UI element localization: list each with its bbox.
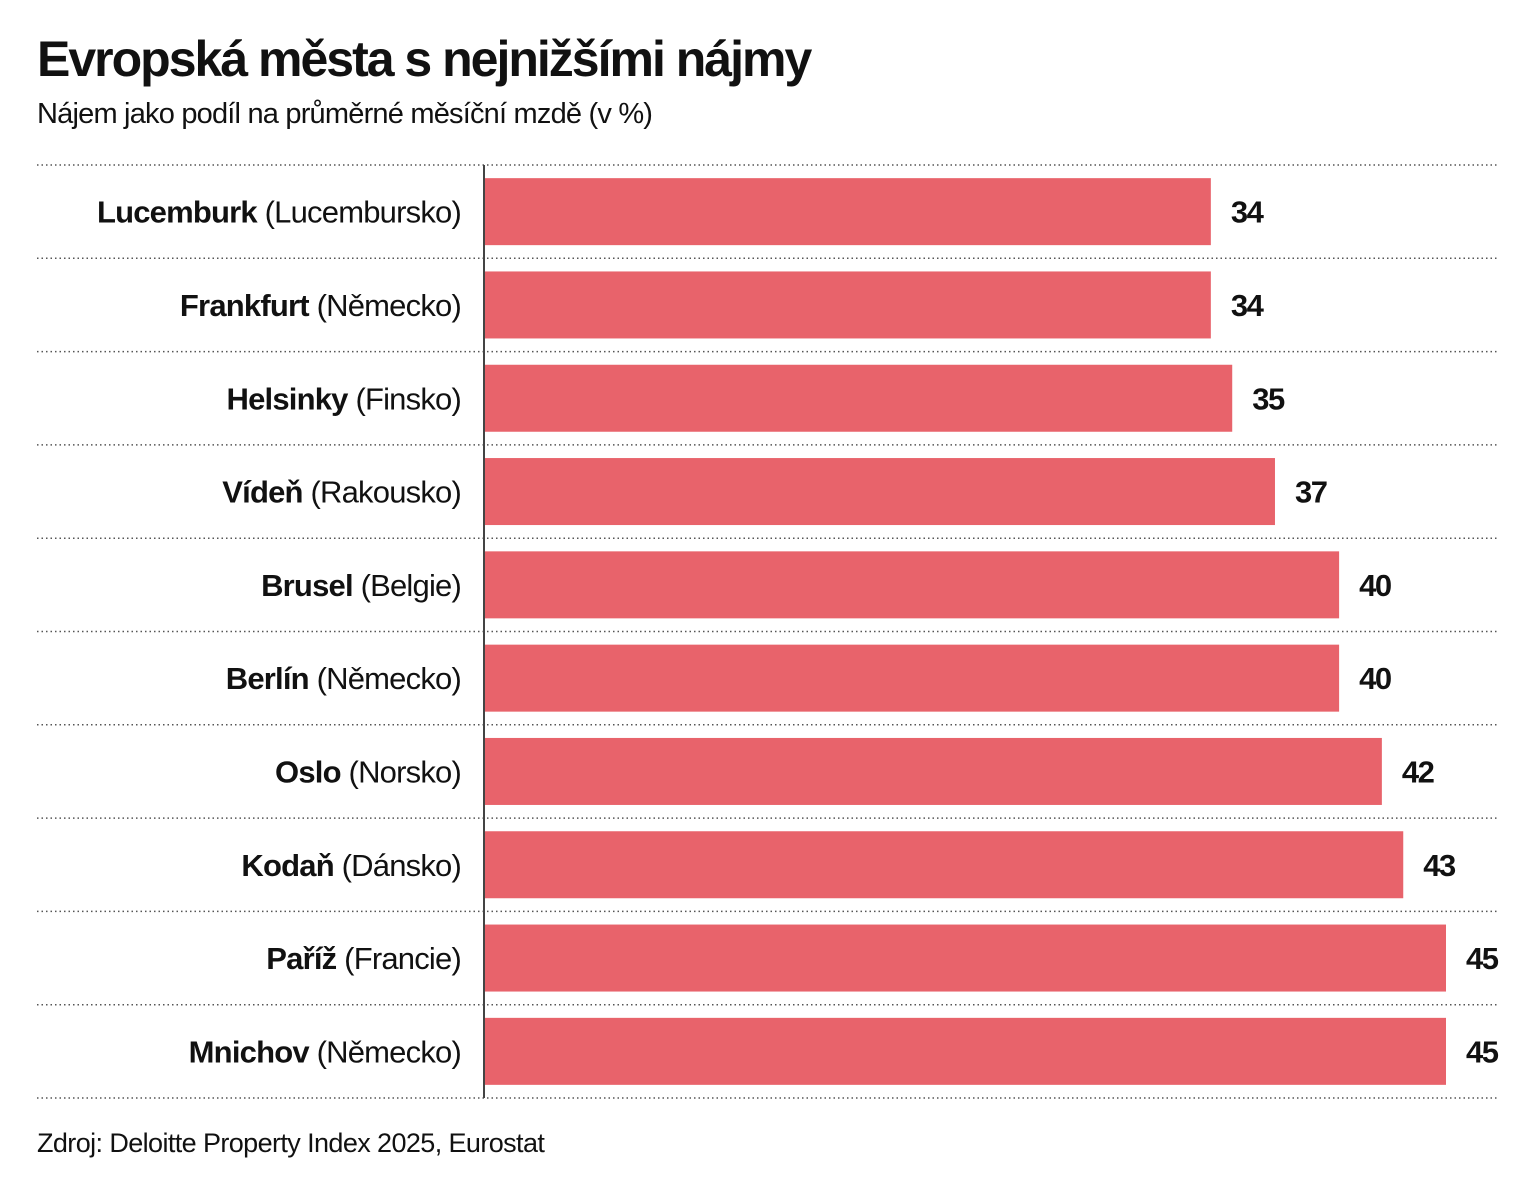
bar bbox=[484, 644, 1340, 712]
country-name: (Dánsko) bbox=[342, 848, 461, 883]
chart-title: Evropská města s nejnižšími nájmy bbox=[37, 31, 812, 87]
data-label: 45 bbox=[1466, 941, 1499, 976]
data-label: 34 bbox=[1231, 288, 1265, 323]
bar bbox=[484, 831, 1404, 899]
category-label: Berlín (Německo) bbox=[226, 661, 461, 696]
data-label: 40 bbox=[1359, 661, 1391, 696]
category-label: Brusel (Belgie) bbox=[261, 568, 461, 603]
data-label: 35 bbox=[1252, 381, 1285, 416]
data-label: 45 bbox=[1466, 1034, 1499, 1069]
category-label: Frankfurt (Německo) bbox=[180, 288, 461, 323]
bar bbox=[484, 458, 1275, 526]
city-name: Lucemburk bbox=[97, 195, 265, 230]
bar bbox=[484, 364, 1233, 432]
category-label: Mnichov (Německo) bbox=[189, 1034, 461, 1069]
chart-subtitle: Nájem jako podíl na průměrné měsíční mzd… bbox=[37, 98, 653, 130]
category-label: Helsinky (Finsko) bbox=[227, 381, 462, 416]
city-name: Mnichov bbox=[189, 1034, 317, 1069]
category-label: Paříž (Francie) bbox=[266, 941, 461, 976]
category-label: Kodaň (Dánsko) bbox=[241, 848, 461, 883]
city-name: Brusel bbox=[261, 568, 361, 603]
country-name: (Finsko) bbox=[355, 381, 461, 416]
country-name: (Rakousko) bbox=[311, 475, 462, 510]
category-label: Vídeň (Rakousko) bbox=[222, 475, 461, 510]
country-name: (Německo) bbox=[317, 1034, 461, 1069]
category-label: Lucemburk (Lucembursko) bbox=[97, 195, 461, 230]
country-name: (Norsko) bbox=[349, 754, 461, 789]
country-name: (Belgie) bbox=[361, 568, 461, 603]
bar bbox=[484, 737, 1382, 805]
country-name: (Německo) bbox=[317, 288, 461, 323]
category-label: Oslo (Norsko) bbox=[275, 754, 461, 789]
city-name: Helsinky bbox=[227, 381, 356, 416]
city-name: Frankfurt bbox=[180, 288, 317, 323]
bar bbox=[484, 178, 1211, 246]
data-label: 40 bbox=[1359, 568, 1391, 603]
country-name: (Francie) bbox=[344, 941, 461, 976]
bar bbox=[484, 271, 1211, 339]
bar bbox=[484, 1017, 1446, 1085]
city-name: Paříž bbox=[266, 941, 344, 976]
country-name: (Německo) bbox=[317, 661, 461, 696]
city-name: Vídeň bbox=[222, 475, 310, 510]
data-label: 42 bbox=[1402, 754, 1434, 789]
source-note: Zdroj: Deloitte Property Index 2025, Eur… bbox=[37, 1128, 545, 1158]
bar bbox=[484, 551, 1340, 619]
bar bbox=[484, 924, 1446, 992]
data-label: 43 bbox=[1423, 848, 1456, 883]
city-name: Berlín bbox=[226, 661, 317, 696]
data-label: 34 bbox=[1231, 195, 1265, 230]
city-name: Kodaň bbox=[241, 848, 341, 883]
data-label: 37 bbox=[1295, 475, 1327, 510]
city-name: Oslo bbox=[275, 754, 349, 789]
country-name: (Lucembursko) bbox=[265, 195, 461, 230]
